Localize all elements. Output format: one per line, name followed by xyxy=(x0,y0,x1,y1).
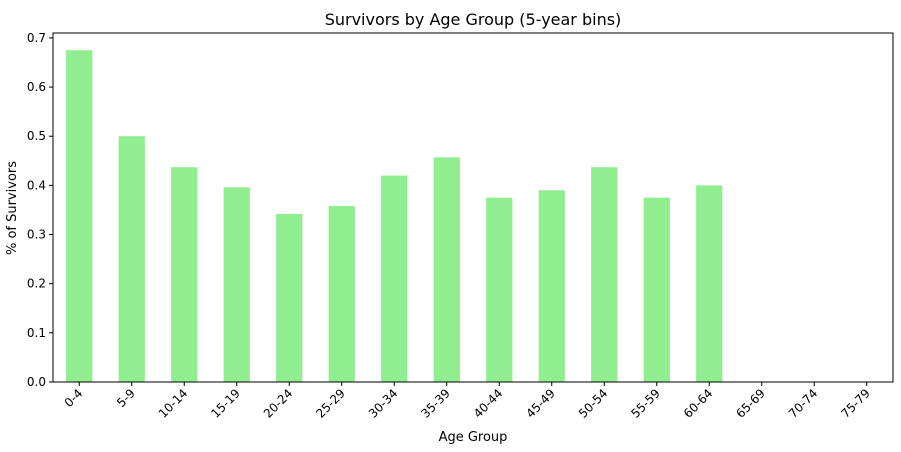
bar-20-24 xyxy=(276,213,303,382)
x-axis: 0-4 5-9 10-14 15-19 20-24 25-29 30-34 35-39 40-4… xyxy=(62,382,873,421)
bar-60-64 xyxy=(696,185,723,382)
y-tick-label: 0.5 xyxy=(27,129,46,143)
y-tick-label: 0.2 xyxy=(27,277,46,291)
x-tick-label: 15-19 xyxy=(208,386,243,421)
x-tick-label: 10-14 xyxy=(156,386,191,421)
x-tick-label: 55-59 xyxy=(628,386,663,421)
x-tick-label: 60-64 xyxy=(681,386,716,421)
x-tick-label: 45-49 xyxy=(523,386,558,421)
x-tick-label: 70-74 xyxy=(786,386,821,421)
bar-45-49 xyxy=(538,190,565,382)
y-axis-label: % of Survivors xyxy=(5,161,20,255)
x-axis-label: Age Group xyxy=(439,430,508,445)
bar-25-29 xyxy=(328,206,355,382)
y-axis: 0.0 0.1 0.2 0.3 0.4 0.5 0.6 0.7 xyxy=(27,31,53,389)
x-tick-label: 25-29 xyxy=(313,386,348,421)
y-tick-label: 0.0 xyxy=(27,375,46,389)
plot-frame xyxy=(52,32,894,383)
bar-55-59 xyxy=(643,197,670,382)
x-tick-label: 30-34 xyxy=(366,386,401,421)
x-tick-label: 50-54 xyxy=(576,386,611,421)
x-tick-label: 65-69 xyxy=(733,386,768,421)
y-tick-label: 0.4 xyxy=(27,178,46,192)
x-tick-label: 5-9 xyxy=(114,386,138,410)
bar-50-54 xyxy=(591,167,618,382)
bar-30-34 xyxy=(381,175,408,382)
bar-0-4 xyxy=(66,50,93,382)
y-tick-label: 0.6 xyxy=(27,80,46,94)
chart-title: Survivors by Age Group (5-year bins) xyxy=(325,10,622,29)
y-tick-label: 0.1 xyxy=(27,326,46,340)
x-tick-label: 20-24 xyxy=(261,386,296,421)
bars-group xyxy=(66,50,723,382)
x-tick-label: 35-39 xyxy=(418,386,453,421)
bar-15-19 xyxy=(223,187,250,382)
y-tick-label: 0.3 xyxy=(27,228,46,242)
bar-40-44 xyxy=(486,197,513,382)
y-tick-label: 0.7 xyxy=(27,31,46,45)
bar-10-14 xyxy=(171,167,198,382)
x-tick-label: 40-44 xyxy=(471,386,506,421)
x-tick-label: 75-79 xyxy=(838,386,873,421)
x-tick-label: 0-4 xyxy=(62,386,86,410)
bar-35-39 xyxy=(433,157,460,382)
bar-5-9 xyxy=(118,136,145,382)
